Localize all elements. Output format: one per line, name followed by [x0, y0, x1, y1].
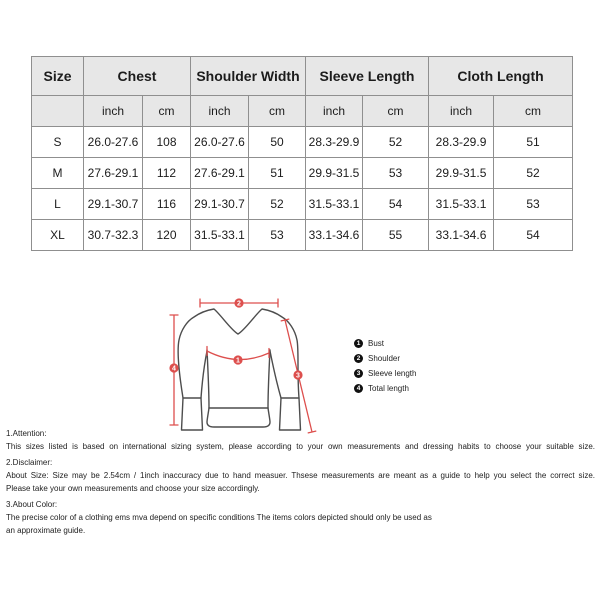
- note-title: 2.Disclaimer:: [6, 458, 53, 467]
- value-cell: 52: [248, 188, 306, 220]
- value-cell: 51: [248, 157, 306, 189]
- bust-marker: [233, 355, 243, 365]
- legend-item-total-length: 4 Total length: [354, 381, 416, 396]
- value-cell: 108: [142, 126, 191, 158]
- unit-header-inch: inch: [190, 95, 249, 127]
- note-line: This sizes listed is based on internatio…: [6, 442, 595, 451]
- value-cell: 31.5-33.1: [428, 188, 495, 220]
- total-length-marker: [169, 363, 179, 373]
- note-line: an approximate guide.: [6, 526, 86, 535]
- table-unit-row: inch cm inch cm inch cm inch cm: [31, 95, 574, 127]
- value-cell: 31.5-33.1: [190, 219, 249, 251]
- sweater-outline: [177, 308, 302, 431]
- size-cell: L: [31, 188, 84, 220]
- value-cell: 53: [248, 219, 306, 251]
- legend-bullet-4: 4: [354, 384, 363, 393]
- value-cell: 33.1-34.6: [305, 219, 363, 251]
- table-header-row: Size Chest Shoulder Width Sleeve Length …: [31, 56, 574, 96]
- value-cell: 53: [493, 188, 574, 220]
- note-title: 3.About Color:: [6, 500, 58, 509]
- unit-header-cm: cm: [248, 95, 306, 127]
- value-cell: 29.1-30.7: [190, 188, 249, 220]
- note-section-about-color: 3.About Color: The precise color of a cl…: [6, 498, 595, 537]
- size-cell: M: [31, 157, 84, 189]
- note-line: Please take your own measurements and ch…: [6, 484, 260, 493]
- shoulder-marker-number: 2: [237, 300, 241, 307]
- value-cell: 52: [361, 126, 430, 158]
- unit-header-inch: inch: [83, 95, 143, 127]
- value-cell: 112: [142, 157, 191, 189]
- note-title: 1.Attention:: [6, 429, 47, 438]
- size-cell: S: [31, 126, 84, 158]
- diagram-legend: 1 Bust 2 Shoulder 3 Sleeve length 4 Tota…: [354, 336, 416, 396]
- value-cell: 26.0-27.6: [83, 126, 143, 158]
- shoulder-marker: [234, 298, 244, 308]
- total-length-marker-number: 4: [172, 365, 176, 372]
- legend-item-shoulder: 2 Shoulder: [354, 351, 416, 366]
- value-cell: 120: [142, 219, 191, 251]
- size-cell: XL: [31, 219, 84, 251]
- value-cell: 28.3-29.9: [305, 126, 363, 158]
- legend-bullet-3: 3: [354, 369, 363, 378]
- unit-header-inch: inch: [305, 95, 363, 127]
- value-cell: 53: [361, 157, 430, 189]
- column-header-shoulder-width: Shoulder Width: [190, 56, 306, 96]
- legend-item-bust: 1 Bust: [354, 336, 416, 351]
- legend-label: Bust: [368, 339, 385, 348]
- legend-bullet-2: 2: [354, 354, 363, 363]
- note-section-attention: 1.Attention: This sizes listed is based …: [6, 427, 595, 453]
- value-cell: 29.9-31.5: [305, 157, 363, 189]
- legend-bullet-1: 1: [354, 339, 363, 348]
- value-cell: 31.5-33.1: [305, 188, 363, 220]
- value-cell: 26.0-27.6: [190, 126, 249, 158]
- sleeve-marker-number: 3: [296, 372, 300, 379]
- bust-marker-number: 1: [236, 357, 240, 364]
- unit-header-inch: inch: [428, 95, 495, 127]
- column-header-cloth-length: Cloth Length: [428, 56, 574, 96]
- value-cell: 50: [248, 126, 306, 158]
- table-row-s: S 26.0-27.6 108 26.0-27.6 50 28.3-29.9 5…: [31, 126, 574, 158]
- value-cell: 28.3-29.9: [428, 126, 495, 158]
- value-cell: 54: [361, 188, 430, 220]
- value-cell: 30.7-32.3: [83, 219, 143, 251]
- legend-label: Sleeve length: [368, 369, 417, 378]
- unit-header-cm: cm: [493, 95, 574, 127]
- notes: 1.Attention: This sizes listed is based …: [6, 427, 595, 540]
- value-cell: 33.1-34.6: [428, 219, 495, 251]
- value-cell: 27.6-29.1: [83, 157, 143, 189]
- value-cell: 29.9-31.5: [428, 157, 495, 189]
- column-header-sleeve-length: Sleeve Length: [304, 56, 430, 96]
- note-section-disclaimer: 2.Disclaimer: About Size: Size may be 2.…: [6, 456, 595, 495]
- sweater-diagram: 2 4 1 3: [169, 298, 317, 434]
- value-cell: 116: [142, 188, 191, 220]
- legend-label: Shoulder: [368, 354, 401, 363]
- table-row-xl: XL 30.7-32.3 120 31.5-33.1 53 33.1-34.6 …: [31, 219, 574, 251]
- legend-item-sleeve-length: 3 Sleeve length: [354, 366, 416, 381]
- note-line: The precise color of a clothing ems mva …: [6, 513, 432, 522]
- note-line: About Size: Size may be 2.54cm / 1inch i…: [6, 471, 595, 480]
- sleeve-marker: [293, 370, 303, 380]
- table-row-l: L 29.1-30.7 116 29.1-30.7 52 31.5-33.1 5…: [31, 188, 574, 220]
- value-cell: 29.1-30.7: [83, 188, 143, 220]
- value-cell: 55: [361, 219, 430, 251]
- unit-header-cm: cm: [361, 95, 430, 127]
- value-cell: 27.6-29.1: [190, 157, 249, 189]
- size-table: Size Chest Shoulder Width Sleeve Length …: [31, 56, 574, 251]
- column-header-size: Size: [31, 56, 84, 96]
- unit-header-blank: [31, 95, 84, 127]
- value-cell: 54: [493, 219, 574, 251]
- value-cell: 52: [493, 157, 574, 189]
- table-row-m: M 27.6-29.1 112 27.6-29.1 51 29.9-31.5 5…: [31, 157, 574, 189]
- legend-label: Total length: [368, 384, 409, 393]
- column-header-chest: Chest: [83, 56, 191, 96]
- value-cell: 51: [493, 126, 574, 158]
- unit-header-cm: cm: [142, 95, 191, 127]
